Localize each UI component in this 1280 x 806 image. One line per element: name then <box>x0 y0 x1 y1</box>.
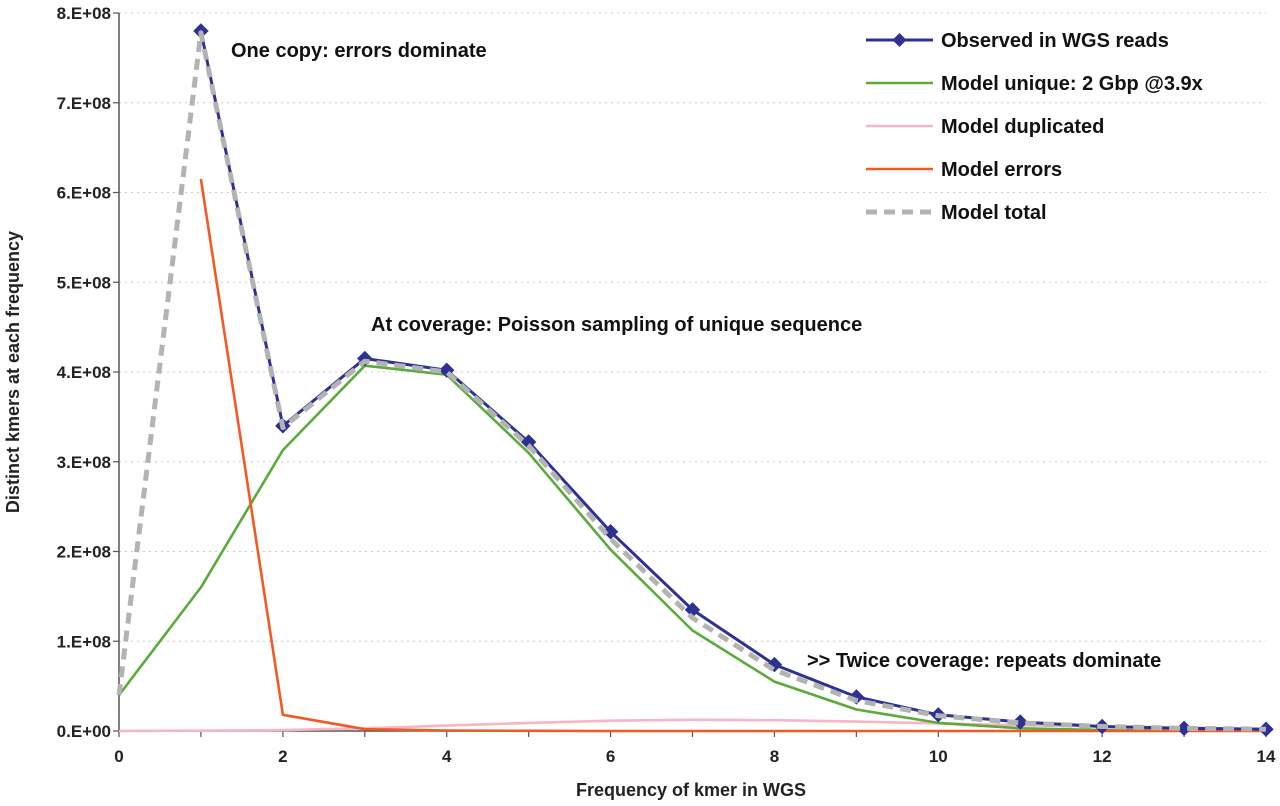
series-model-unique-2-gbp-3-9x <box>117 364 1267 733</box>
y-axis-label: Distinct kmers at each frequency <box>3 231 23 513</box>
legend-label: Model total <box>941 202 1047 224</box>
legend-label: Model duplicated <box>941 116 1104 138</box>
series-observed-in-wgs-reads <box>193 23 1274 737</box>
x-axis-label: Frequency of kmer in WGS <box>576 780 806 800</box>
y-tick-label: 3.E+08 <box>57 453 111 472</box>
x-tick-label: 6 <box>606 747 615 766</box>
series-line-model-errors <box>199 178 1266 733</box>
y-tick-label: 4.E+08 <box>57 363 111 382</box>
x-tick-label: 2 <box>278 747 287 766</box>
legend-label: Model errors <box>941 159 1062 181</box>
x-tick-label: 0 <box>114 747 123 766</box>
y-tick-label: 2.E+08 <box>57 543 111 562</box>
legend-label: Observed in WGS reads <box>941 30 1169 52</box>
data-point <box>602 524 619 540</box>
y-tick-label: 1.E+08 <box>57 632 111 651</box>
legend-item-model-errors: Model errors <box>866 159 1062 181</box>
y-tick-label: 7.E+08 <box>57 94 111 113</box>
data-point <box>1012 714 1028 730</box>
x-tick-label: 10 <box>929 747 948 766</box>
x-tick-label: 12 <box>1093 747 1112 766</box>
y-tick-label: 6.E+08 <box>57 184 111 203</box>
legend-item-observed-in-wgs-reads: Observed in WGS reads <box>866 30 1169 52</box>
y-tick-label: 8.E+08 <box>57 4 111 23</box>
gridlines <box>119 12 1266 642</box>
annotation-at-coverage: At coverage: Poisson sampling of unique … <box>371 314 862 336</box>
legend-item-model-unique-2-gbp-3-9x: Model unique: 2 Gbp @3.9x <box>866 73 1203 95</box>
series-model-total <box>116 30 1267 732</box>
series-line-model-total <box>116 30 1267 732</box>
annotation-one-copy: One copy: errors dominate <box>231 40 487 62</box>
x-tick-label: 4 <box>442 747 452 766</box>
y-tick-label: 5.E+08 <box>57 273 111 292</box>
legend-marker <box>892 33 907 47</box>
legend-label: Model unique: 2 Gbp @3.9x <box>941 73 1203 95</box>
tick-labels: 0.E+00 1.E+08 2.E+08 3.E+08 4.E+08 5.E+08 6.E+… <box>57 4 1276 766</box>
series-model-errors <box>199 178 1266 733</box>
x-tick-label: 8 <box>770 747 779 766</box>
x-tick-label: 14 <box>1257 747 1276 766</box>
y-tick-label: 0.E+00 <box>57 722 111 741</box>
series-line-model-unique-2-gbp-3-9x <box>117 364 1267 733</box>
series-layer <box>116 23 1274 737</box>
annotation-twice-coverage: >> Twice coverage: repeats dominate <box>807 650 1161 672</box>
legend-item-model-total: Model total <box>866 202 1047 224</box>
series-line-observed-in-wgs-reads <box>199 30 1267 731</box>
legend: Observed in WGS reads Model unique: 2 Gbp… <box>866 30 1203 224</box>
legend-item-model-duplicated: Model duplicated <box>866 116 1104 138</box>
